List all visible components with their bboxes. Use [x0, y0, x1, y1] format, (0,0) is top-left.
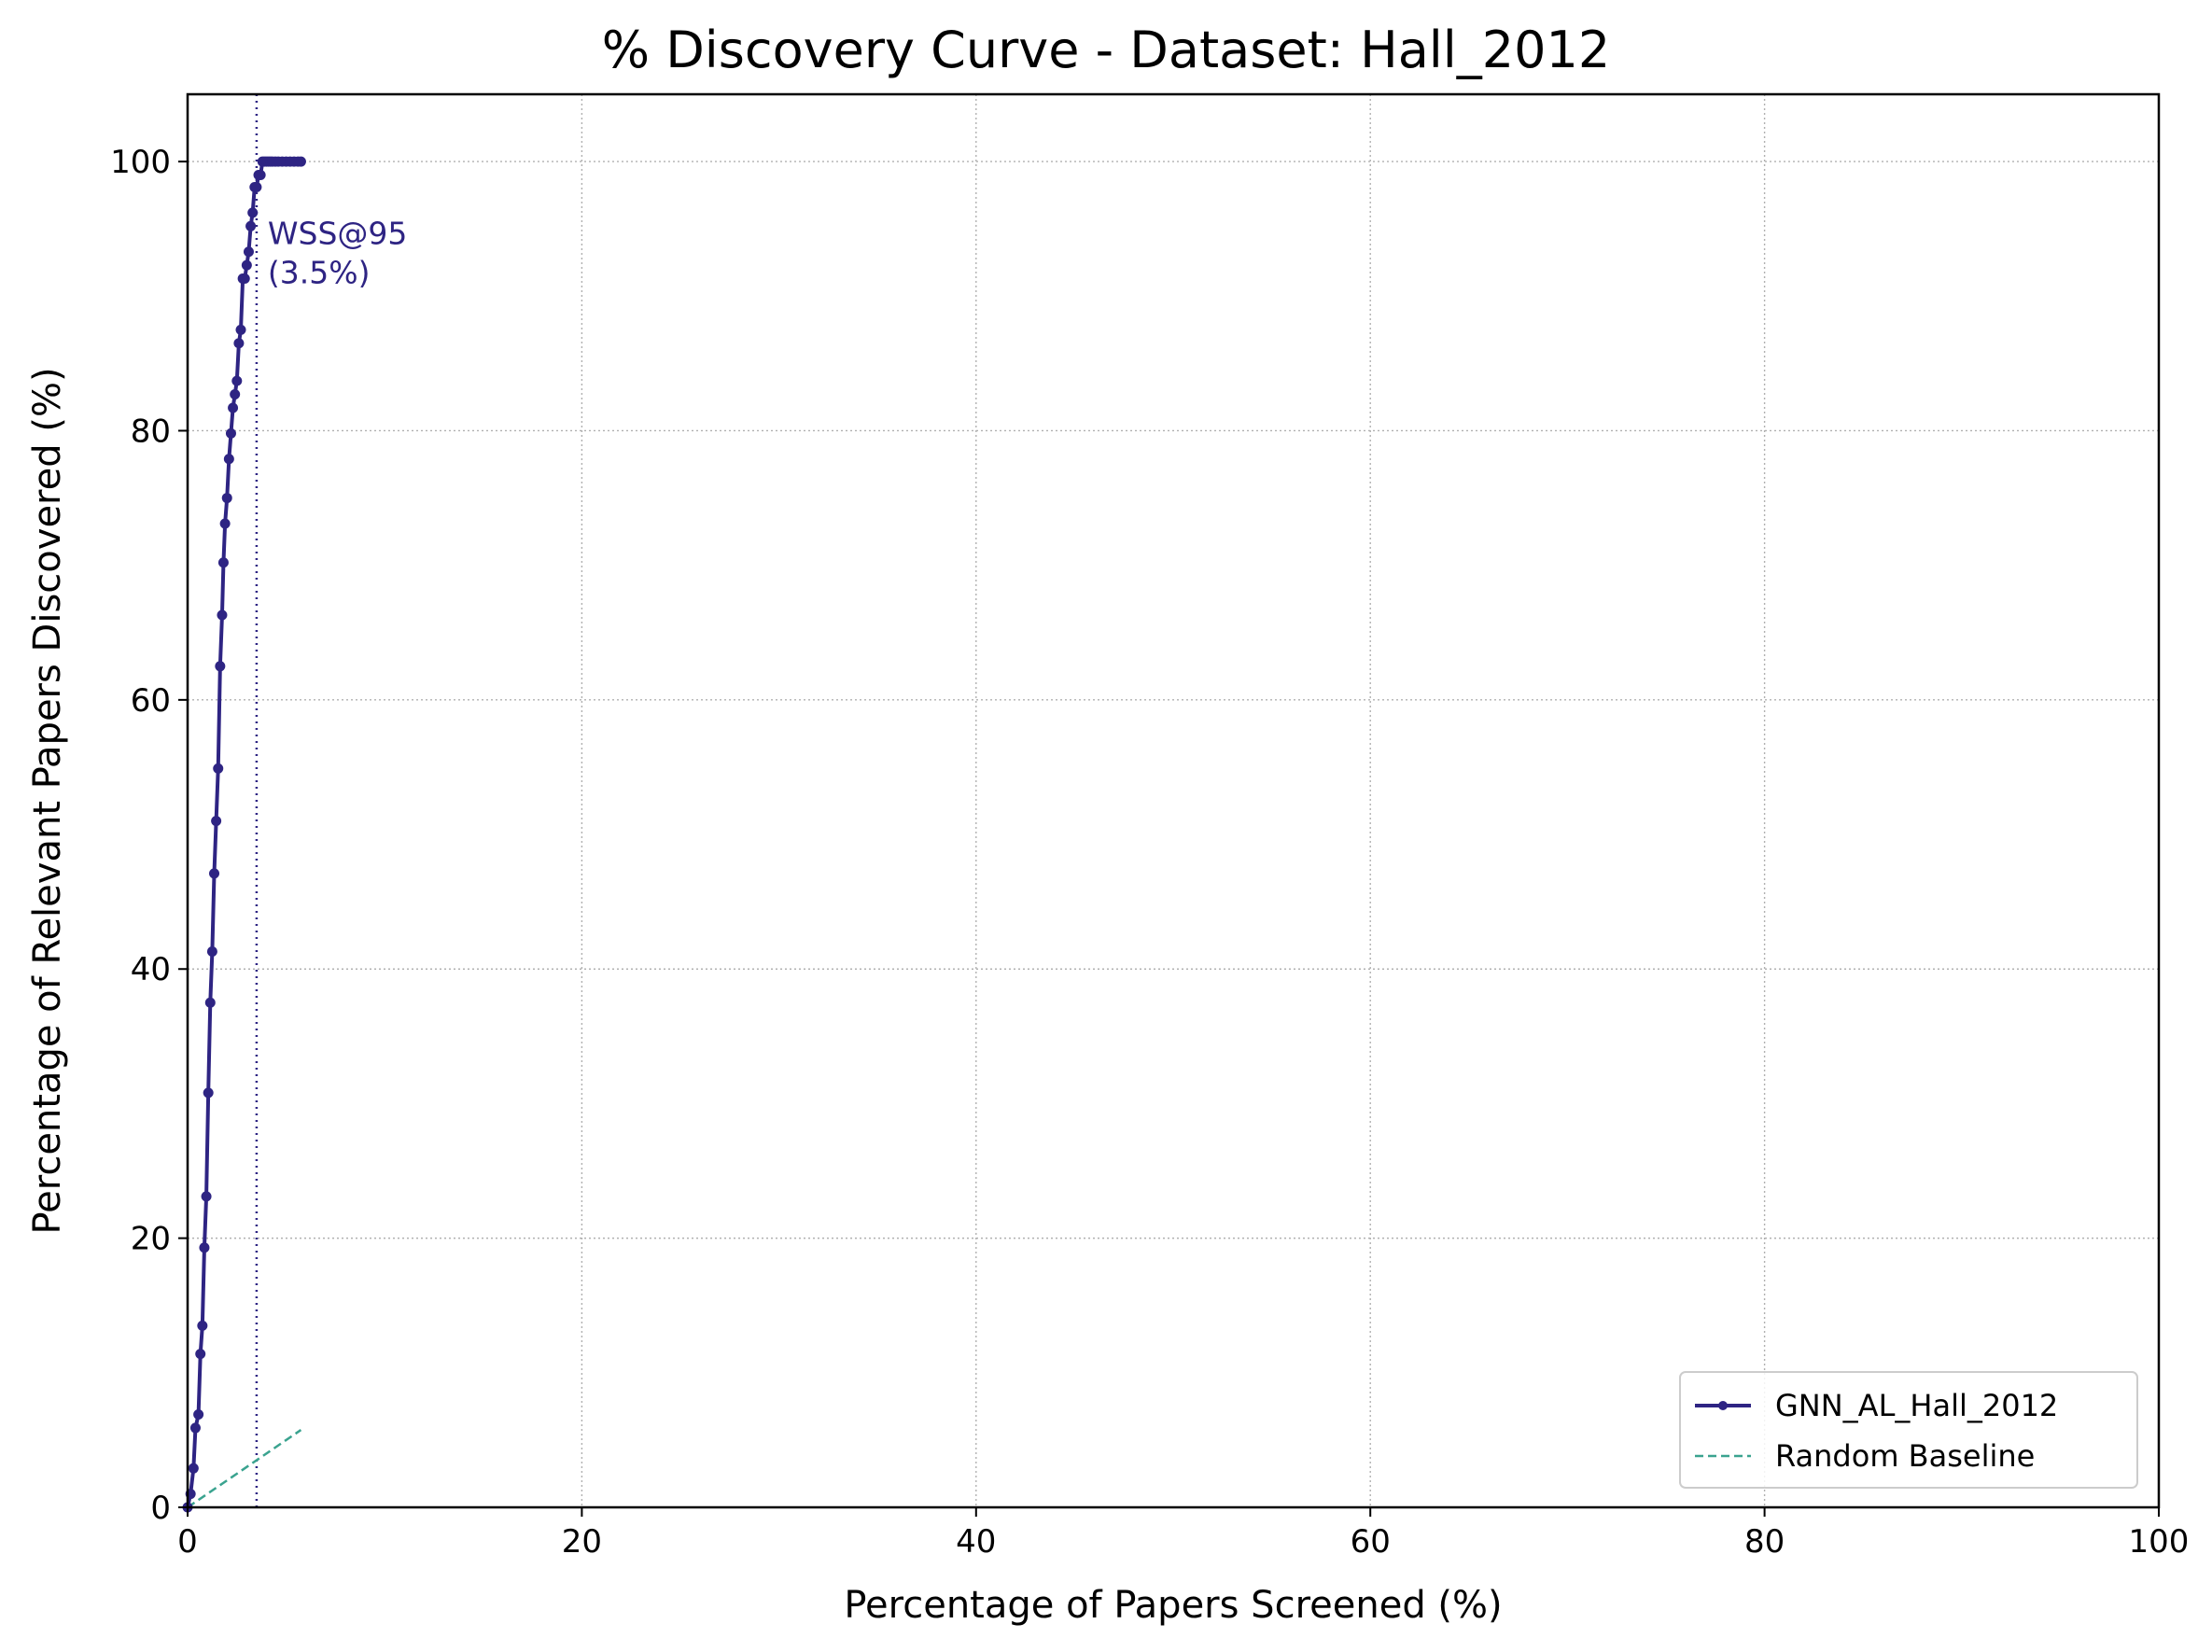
legend-box	[1679, 1371, 2138, 1489]
x-axis-label: Percentage of Papers Screened (%)	[844, 1584, 1502, 1627]
gnn-data-point	[255, 170, 266, 181]
gnn-data-point	[221, 493, 232, 504]
random-baseline-line	[187, 1429, 302, 1509]
gnn-data-point	[251, 181, 262, 192]
grid-lines	[187, 94, 2160, 1508]
y-axis-label: Percentage of Relevant Papers Discovered…	[26, 367, 69, 1234]
y-tick-label: 100	[110, 144, 171, 181]
gnn-data-point	[239, 273, 250, 285]
x-tick-label: 0	[177, 1523, 198, 1561]
gnn-data-point	[230, 389, 241, 400]
gnn-data-point	[211, 816, 222, 827]
gnn-data-point	[228, 402, 239, 413]
legend-label-random: Random Baseline	[1775, 1438, 2035, 1474]
y-tick-label: 0	[150, 1490, 171, 1527]
gnn-data-point	[243, 246, 254, 258]
gnn-data-point	[241, 259, 252, 271]
x-tick-label: 40	[956, 1523, 996, 1561]
gnn-data-point	[201, 1191, 212, 1202]
gnn-data-point	[215, 661, 226, 672]
series-layer	[182, 94, 306, 1513]
gnn-data-point	[195, 1349, 206, 1360]
y-tick-label: 40	[131, 951, 171, 988]
gnn-data-point	[213, 763, 224, 774]
gnn-data-point	[189, 1422, 201, 1434]
x-tick-label: 60	[1351, 1523, 1391, 1561]
plot-frame	[186, 92, 2161, 1509]
gnn-data-point	[247, 207, 259, 218]
legend-label-gnn: GNN_AL_Hall_2012	[1775, 1388, 2058, 1423]
gnn-data-point	[235, 324, 246, 335]
gnn-data-point	[219, 518, 231, 529]
x-tick-label: 20	[562, 1523, 602, 1561]
gnn-data-point	[204, 997, 216, 1008]
legend: GNN_AL_Hall_2012 Random Baseline	[1679, 1371, 2138, 1489]
wss-annotation-line2: (3.5%)	[268, 255, 371, 291]
y-tick-label: 60	[131, 682, 171, 720]
gnn-data-point	[203, 1087, 214, 1099]
x-tick-label: 80	[1744, 1523, 1785, 1561]
gnn-data-point	[217, 609, 228, 621]
legend-marker-gnn	[1718, 1401, 1728, 1410]
gnn-data-point	[245, 220, 257, 231]
gnn-data-point	[295, 156, 306, 167]
gnn-data-point	[193, 1409, 204, 1421]
gnn-data-point	[206, 945, 217, 957]
wss-annotation: WSS@95 (3.5%)	[268, 216, 408, 291]
gnn-data-point	[188, 1463, 199, 1474]
gnn-data-point	[197, 1320, 208, 1331]
gnn-data-point	[199, 1242, 210, 1253]
y-tick-label: 20	[131, 1221, 171, 1258]
gnn-data-point	[233, 338, 245, 349]
gnn-data-point	[209, 868, 220, 879]
wss-annotation-line1: WSS@95	[268, 216, 408, 252]
axis-ticks: 0 20 40 60 80 100 0 20 40 60 80 100	[110, 144, 2189, 1561]
gnn-data-point	[231, 375, 243, 386]
x-tick-label: 100	[2129, 1523, 2190, 1561]
gnn-data-point	[225, 427, 236, 439]
gnn-data-point	[217, 557, 229, 568]
gnn-data-point	[223, 454, 234, 465]
chart-title: % Discovery Curve - Dataset: Hall_2012	[602, 21, 1611, 79]
y-tick-label: 80	[131, 413, 171, 450]
